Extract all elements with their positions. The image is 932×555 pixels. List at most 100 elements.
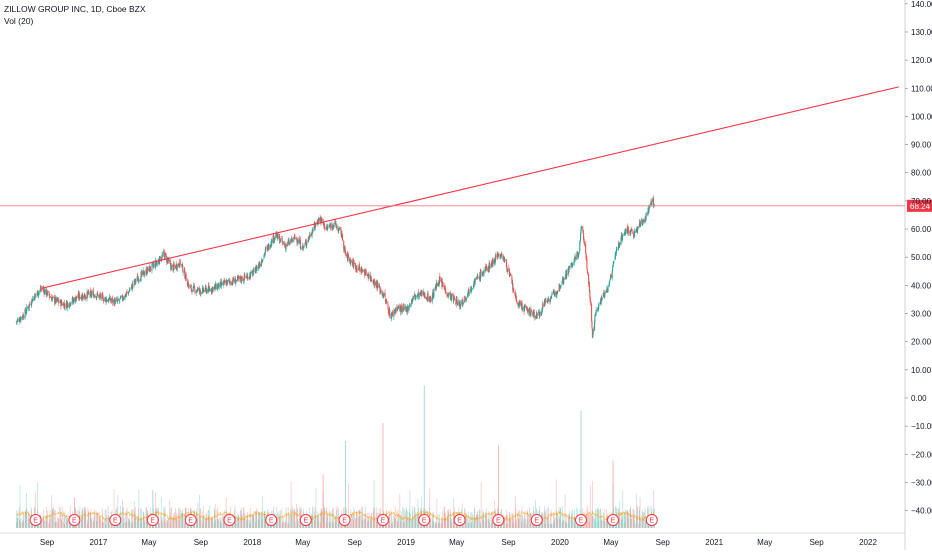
candle-body	[277, 233, 279, 239]
volume-bar	[240, 509, 241, 528]
candle-body	[156, 263, 158, 266]
volume-bar	[548, 507, 549, 528]
candle-body	[309, 233, 311, 238]
volume-bar	[250, 522, 251, 528]
candle-body	[597, 309, 599, 310]
time-tick-label: Sep	[348, 538, 363, 547]
candle-body	[551, 293, 553, 296]
volume-ma-line	[16, 509, 655, 522]
volume-bar	[621, 519, 622, 528]
candle-body	[439, 276, 441, 281]
price-tick-label: −30.00	[911, 478, 932, 487]
volume-bar	[264, 510, 266, 528]
price-tick-label: −20.00	[911, 450, 932, 459]
candle-body	[228, 280, 231, 282]
volume-bar	[215, 520, 216, 528]
candle-body	[203, 289, 205, 292]
price-tick-label: 110.00	[911, 84, 932, 93]
candle-body	[391, 312, 393, 315]
candle-body	[323, 223, 325, 229]
candle-body	[93, 294, 95, 296]
volume-bar	[403, 522, 405, 528]
trendlines[interactable]: 68.24	[0, 86, 932, 289]
candle-body	[152, 262, 154, 264]
volume-bar	[208, 515, 210, 528]
candle-body	[332, 226, 334, 229]
volume-bar	[629, 509, 631, 528]
volume-bar	[374, 516, 376, 528]
candle-body	[518, 301, 521, 306]
candle-body	[306, 241, 308, 246]
candle-body	[29, 303, 31, 305]
volume-bar	[134, 511, 136, 528]
volume-bar	[158, 523, 160, 528]
volume-bar	[155, 492, 156, 528]
volume-bar	[356, 510, 358, 528]
candle-body	[480, 271, 482, 279]
candle-body	[381, 291, 383, 296]
volume-bar	[453, 498, 455, 528]
candle-body	[269, 247, 271, 249]
volume-bar	[220, 517, 222, 528]
volume-bar	[506, 514, 508, 528]
candle-body	[273, 235, 275, 242]
candle-body	[372, 281, 374, 284]
volume-bar	[417, 512, 418, 528]
volume-bar	[406, 508, 407, 528]
volume-bar	[465, 512, 467, 528]
volume-bar	[158, 507, 160, 528]
candle-body	[142, 270, 144, 276]
candle-body	[511, 276, 513, 284]
volume-bar	[594, 519, 595, 528]
earnings-marker-glyph: E	[496, 518, 501, 525]
candle-body	[17, 318, 19, 321]
candle-body	[477, 277, 479, 279]
candle-body	[299, 239, 301, 248]
volume-bar	[483, 520, 485, 528]
symbol-title[interactable]: ZILLOW GROUP INC, 1D, Cboe BZX	[4, 4, 146, 14]
volume-bar	[415, 518, 416, 528]
candle-body	[384, 298, 387, 302]
price-tick-label: −40.00	[911, 507, 932, 516]
volume-bar	[414, 506, 415, 528]
candle-body	[600, 297, 602, 304]
volume-spike-bar	[423, 385, 425, 528]
candle-body	[411, 299, 413, 305]
volume-bar	[280, 510, 281, 528]
volume-bar	[470, 512, 471, 528]
candle-body	[70, 302, 72, 304]
volume-bar	[523, 518, 525, 528]
candle-body	[310, 235, 312, 236]
candle-body	[500, 253, 502, 256]
volume-bar	[565, 521, 566, 528]
volume-bar	[601, 518, 603, 528]
volume-bar	[329, 512, 331, 528]
volume-bar	[66, 515, 67, 528]
volume-bar	[601, 520, 603, 528]
candle-body	[172, 264, 174, 266]
volume-bar	[632, 508, 634, 528]
volume-bar	[243, 507, 244, 528]
volume-bar	[521, 506, 523, 528]
volume-bar	[479, 509, 480, 528]
volume-bar	[61, 507, 63, 528]
candle-body	[549, 298, 551, 303]
candle-body	[604, 295, 606, 297]
candle-body	[370, 276, 372, 280]
volume-bar	[477, 514, 479, 528]
candle-body	[486, 265, 488, 269]
candle-body	[160, 256, 162, 261]
volume-bar	[570, 514, 572, 528]
candle-body	[651, 198, 653, 203]
candle-body	[137, 276, 139, 281]
volume-bar	[483, 512, 485, 528]
volume-bar	[282, 517, 284, 528]
volume-indicator-label[interactable]: Vol (20)	[4, 16, 34, 26]
candle-body	[49, 297, 51, 298]
volume-bar	[598, 521, 600, 528]
candle-body	[151, 263, 153, 271]
volume-bar	[644, 512, 646, 528]
volume-bar	[319, 513, 321, 528]
